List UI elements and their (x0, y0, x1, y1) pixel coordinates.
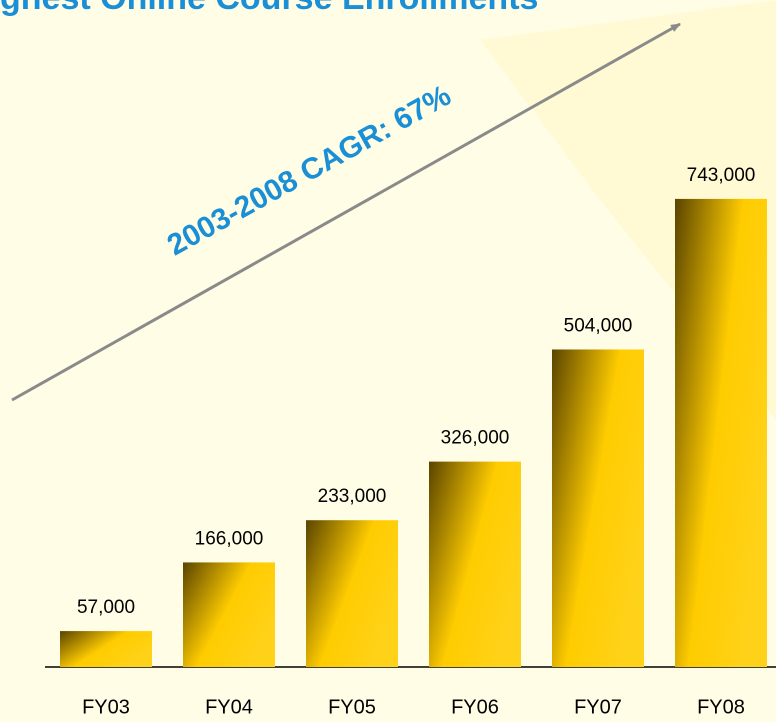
x-tick-label: FY07 (574, 696, 622, 718)
value-label: 57,000 (77, 597, 135, 618)
value-label: 233,000 (318, 486, 387, 507)
chart-title: ghest Online Course Enrollments (0, 0, 538, 17)
bar (429, 461, 521, 667)
x-tick-label: FY05 (328, 696, 376, 718)
bar (183, 562, 275, 667)
bar (675, 198, 767, 667)
x-tick-label: FY03 (82, 696, 130, 718)
bar (552, 349, 644, 667)
bar (60, 631, 152, 667)
value-label: 504,000 (564, 315, 633, 336)
value-label: 743,000 (687, 165, 756, 186)
x-tick-label: FY06 (451, 696, 499, 718)
value-label: 166,000 (195, 528, 264, 549)
x-tick-label: FY08 (697, 696, 745, 718)
trend-arrow (11, 22, 681, 402)
bar (306, 520, 398, 667)
value-label: 326,000 (441, 428, 510, 449)
x-tick-label: FY04 (205, 696, 253, 718)
